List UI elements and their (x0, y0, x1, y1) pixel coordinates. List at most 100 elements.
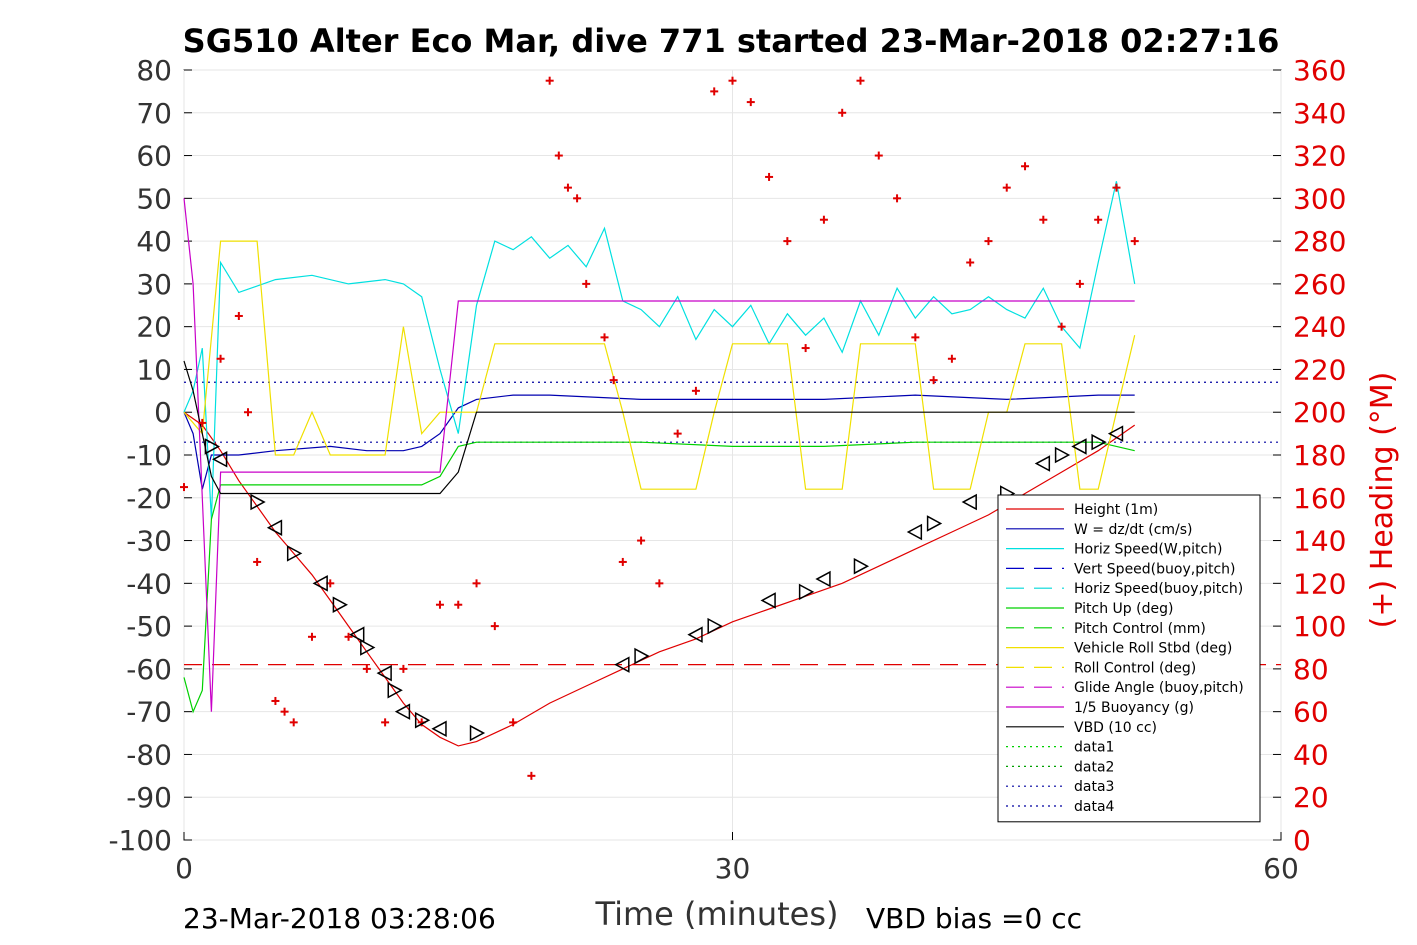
x-axis-label: Time (minutes) (595, 895, 839, 933)
legend-label: Roll Control (deg) (1074, 660, 1196, 676)
series-1-5-buoyancy-g (183, 198, 1135, 712)
right-tick-label: 280 (1293, 225, 1346, 258)
heading-point (280, 707, 289, 716)
heading-point (728, 76, 737, 85)
heading-point (307, 632, 316, 641)
heading-point (966, 258, 975, 267)
series-vehicle-roll-stbd-deg (183, 240, 1136, 490)
left-tick-label: 40 (136, 225, 172, 258)
direction-marker (634, 647, 650, 665)
heading-point (819, 215, 828, 224)
x-tick-label: 60 (1263, 852, 1299, 885)
direction-marker (394, 703, 411, 720)
series-height-1m (183, 411, 1136, 747)
heading-point (783, 237, 792, 246)
legend-label: Glide Angle (buoy,pitch) (1074, 680, 1244, 696)
heading-point (381, 718, 390, 727)
heading-point (490, 622, 499, 631)
heading-point (253, 557, 262, 566)
heading-point (1039, 215, 1048, 224)
direction-marker (312, 575, 328, 592)
heading-point (362, 664, 371, 673)
direction-marker (349, 626, 365, 643)
direction-marker (360, 639, 376, 656)
right-tick-label: 40 (1293, 738, 1329, 771)
direction-marker (266, 519, 283, 536)
direction-marker (906, 523, 923, 541)
direction-marker (815, 570, 831, 588)
left-tick-label: -70 (126, 696, 172, 729)
legend-box (997, 494, 1261, 823)
direction-marker (387, 682, 403, 699)
series-w-dz-dt-cm-s (183, 394, 1135, 490)
legend-label: Vehicle Roll Stbd (deg) (1074, 641, 1232, 657)
heading-point (637, 536, 646, 545)
direction-marker (614, 656, 630, 673)
left-tick-label: 70 (136, 97, 172, 130)
heading-point (984, 237, 993, 246)
legend-label: Pitch Control (mm) (1074, 621, 1206, 637)
footer-vbd-bias: VBD bias =0 cc (866, 902, 1082, 935)
right-tick-label: 60 (1293, 696, 1329, 729)
heading-point (180, 483, 188, 492)
heading-point (289, 718, 298, 727)
heading-point (618, 557, 627, 566)
right-tick-label: 260 (1293, 268, 1346, 301)
right-tick-label: 180 (1293, 439, 1346, 472)
legend-label: data3 (1074, 779, 1114, 795)
direction-marker (926, 515, 943, 532)
heading-point (344, 632, 353, 641)
direction-marker (431, 720, 447, 738)
heading-point (1112, 183, 1121, 192)
heading-point (1094, 215, 1103, 224)
left-tick-label: -100 (108, 824, 172, 857)
heading-point (1057, 322, 1066, 331)
direction-marker (204, 438, 221, 455)
direction-marker (1034, 455, 1051, 472)
right-tick-label: 100 (1293, 610, 1346, 643)
heading-point (509, 718, 518, 727)
legend: Height (1m) W = dz/dt (cm/s) Horiz Speed(W… (997, 494, 1261, 823)
heading-point (435, 600, 444, 609)
heading-point (563, 183, 572, 192)
heading-point (1021, 162, 1030, 171)
heading-point (655, 579, 664, 588)
left-axis-ticks: 80 70 60 50 40 30 20 10 0 -10 -20 -30 -40 -50 -60 -70 -8… (108, 54, 192, 857)
heading-point (838, 108, 847, 117)
heading-point (454, 600, 463, 609)
direction-marker (853, 557, 870, 575)
legend-label: VBD (10 cc) (1074, 720, 1157, 736)
right-tick-label: 20 (1293, 781, 1329, 814)
right-tick-label: 160 (1293, 482, 1346, 515)
left-tick-label: -20 (126, 482, 172, 515)
direction-marker (707, 617, 723, 635)
left-tick-label: -50 (126, 610, 172, 643)
x-tick-label: 0 (175, 852, 193, 885)
heading-point (234, 311, 243, 320)
right-tick-label: 240 (1293, 311, 1346, 344)
legend-label: Vert Speed(buoy,pitch) (1074, 561, 1236, 577)
legend-label: data2 (1074, 759, 1114, 775)
heading-point (801, 344, 810, 353)
direction-marker (798, 583, 815, 601)
direction-marker (250, 493, 266, 511)
heading-point (216, 354, 225, 363)
left-tick-label: -60 (126, 653, 172, 686)
legend-label: Height (1m) (1074, 502, 1158, 518)
legend-label: 1/5 Buoyancy (g) (1074, 700, 1194, 716)
legend-label: data4 (1074, 799, 1115, 815)
right-tick-label: 140 (1293, 525, 1346, 558)
heading-point (929, 376, 938, 385)
legend-label: Pitch Up (deg) (1074, 601, 1173, 617)
right-tick-label: 120 (1293, 567, 1346, 600)
direction-marker (687, 626, 703, 643)
left-tick-label: 30 (136, 268, 172, 301)
direction-marker (1107, 425, 1124, 442)
series-vbd-10-cc (183, 360, 1135, 495)
direction-marker (760, 592, 776, 609)
left-tick-label: 0 (154, 396, 172, 429)
left-tick-label: 50 (136, 182, 172, 215)
x-tick-label: 30 (715, 852, 751, 885)
heading-point (947, 354, 956, 363)
heading-point (911, 333, 920, 342)
